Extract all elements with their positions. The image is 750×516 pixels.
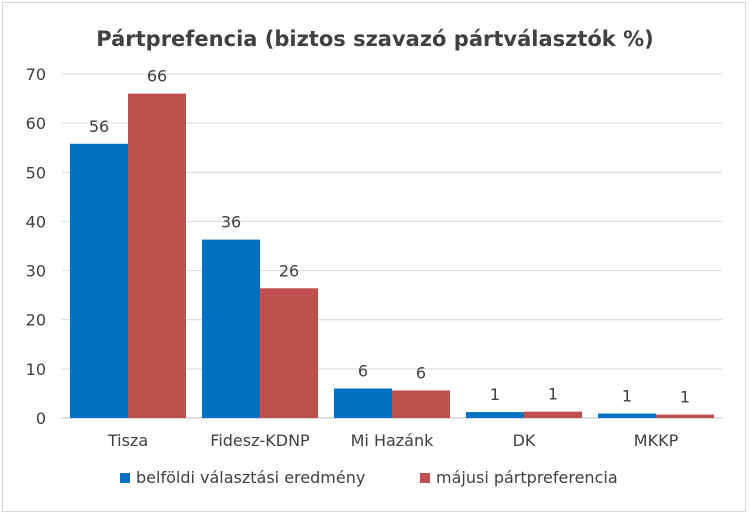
y-tick-label: 60 (26, 114, 46, 133)
y-tick-label: 50 (26, 163, 46, 182)
x-axis-categories: Tisza Fidesz-KDNP Mi Hazánk DK MKKP (107, 431, 679, 450)
y-tick-label: 10 (26, 360, 46, 379)
data-label: 56 (89, 117, 109, 136)
bar (466, 412, 524, 418)
bar (260, 288, 318, 418)
data-label: 1 (490, 385, 500, 404)
data-label: 36 (221, 213, 241, 232)
x-category-label: DK (513, 431, 536, 450)
legend: belföldi választási eredmény májusi pártp… (120, 468, 618, 487)
legend-swatch (120, 473, 130, 483)
legend-label: belföldi választási eredmény (136, 468, 365, 487)
data-label: 1 (622, 387, 632, 406)
x-category-label: Mi Hazánk (351, 431, 435, 450)
x-category-label: MKKP (634, 431, 679, 450)
data-label: 6 (416, 363, 426, 382)
x-category-label: Fidesz-KDNP (210, 431, 310, 450)
x-category-label: Tisza (107, 431, 148, 450)
bars (70, 93, 714, 419)
y-tick-label: 40 (26, 212, 46, 231)
data-label: 66 (147, 67, 167, 86)
data-label: 1 (680, 388, 690, 407)
bar (656, 414, 714, 418)
y-tick-label: 70 (26, 65, 46, 84)
legend-label: májusi pártpreferencia (436, 468, 618, 487)
y-tick-label: 20 (26, 311, 46, 330)
bar (334, 388, 392, 418)
bar (70, 143, 128, 419)
bar (524, 411, 582, 418)
bar (202, 239, 260, 418)
legend-swatch (420, 473, 430, 483)
bar (598, 413, 656, 418)
y-axis-ticks: 0 10 20 30 40 50 60 70 (26, 65, 46, 428)
data-label: 26 (279, 261, 299, 280)
y-tick-label: 0 (36, 409, 46, 428)
chart-title: Pártprefencia (biztos szavazó pártválasz… (96, 27, 653, 51)
data-label: 1 (548, 385, 558, 404)
y-tick-label: 30 (26, 262, 46, 281)
bar (128, 93, 186, 419)
bar (392, 390, 450, 418)
data-label: 6 (358, 362, 368, 381)
